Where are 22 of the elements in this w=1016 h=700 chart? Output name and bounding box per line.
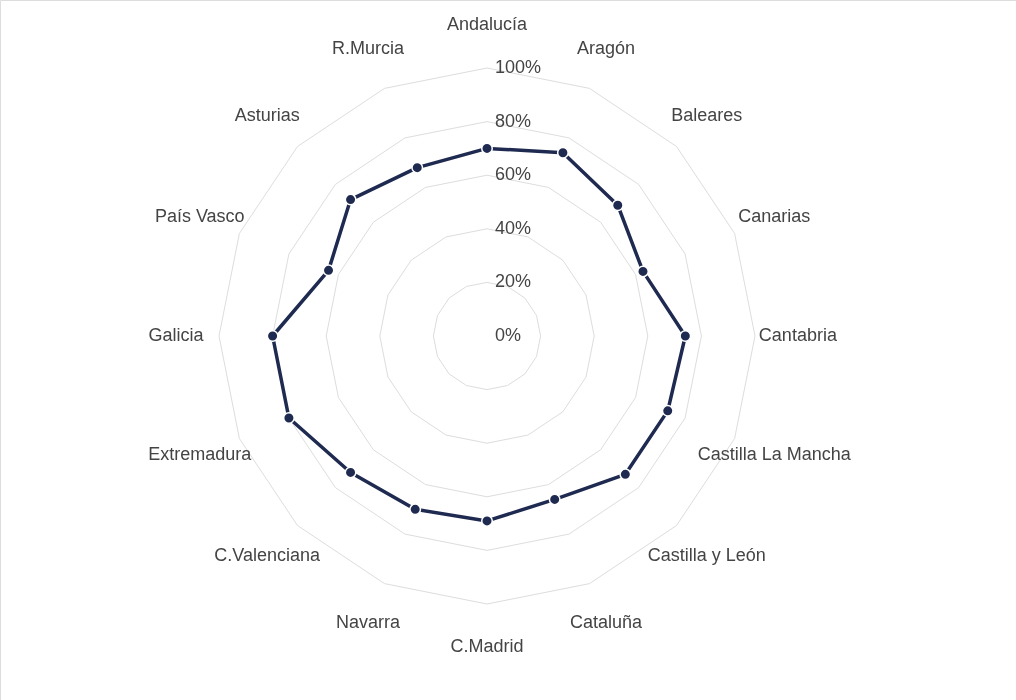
y-tick-label: 60%	[495, 164, 532, 185]
spoke-label: Navarra	[336, 612, 402, 633]
y-tick-label: 0%	[495, 325, 522, 345]
spoke-label: C.Madrid	[450, 635, 524, 656]
spoke-label: Extremadura	[148, 443, 253, 464]
spoke-label: Galicia	[148, 325, 205, 345]
spoke-label: Andalucía	[446, 14, 529, 35]
spoke-label: Baleares	[671, 105, 743, 126]
spoke-label: Aragón	[576, 37, 635, 58]
y-tick-label: 20%	[495, 271, 532, 292]
spoke-label: Cataluña	[569, 612, 643, 633]
spoke-label: País Vasco	[154, 206, 245, 227]
spoke-label: Castilla La Mancha	[697, 443, 852, 464]
y-tick-label: 80%	[495, 110, 532, 131]
spoke-label: Castilla y León	[647, 544, 766, 565]
spoke-label: Canarias	[738, 206, 811, 227]
spoke-label: Cantabria	[758, 325, 838, 345]
spoke-label: C.Valenciana	[214, 544, 322, 565]
y-tick-label: 100%	[495, 57, 542, 77]
spoke-label: R.Murcia	[332, 37, 406, 58]
y-tick-label: 40%	[495, 217, 532, 238]
spoke-label: Asturias	[234, 105, 300, 126]
